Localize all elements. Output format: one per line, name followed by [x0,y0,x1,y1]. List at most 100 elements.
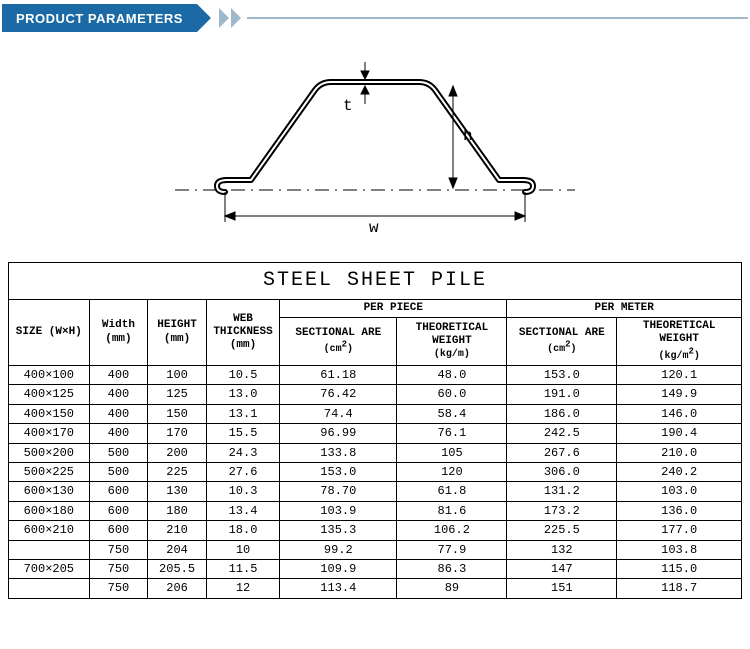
cell-sp: 103.9 [280,501,397,520]
cell-t: 27.6 [206,463,279,482]
table-row: 600×18060018013.4103.981.6173.2136.0 [9,501,742,520]
cell-size: 500×200 [9,443,90,462]
cell-sm: 173.2 [507,501,617,520]
cell-h: 205.5 [148,559,207,578]
cell-t: 10.5 [206,366,279,385]
cell-wm: 120.1 [617,366,742,385]
cell-wm: 146.0 [617,404,742,423]
cell-w: 400 [89,424,148,443]
table-row: 75020612113.489151118.7 [9,579,742,598]
col-width: Width (mm) [89,300,148,366]
banner-line [247,17,748,19]
cell-t: 13.1 [206,404,279,423]
cell-wm: 118.7 [617,579,742,598]
cell-wp: 120 [397,463,507,482]
cell-w: 400 [89,366,148,385]
cell-wm: 240.2 [617,463,742,482]
col-size: SIZE (W×H) [9,300,90,366]
col-weight-piece: THEORETICAL WEIGHT(kg/m) [397,318,507,366]
cell-t: 18.0 [206,521,279,540]
cell-t: 11.5 [206,559,279,578]
cell-sp: 61.18 [280,366,397,385]
table-row: 400×15040015013.174.458.4186.0146.0 [9,404,742,423]
cell-t: 10.3 [206,482,279,501]
cell-wp: 76.1 [397,424,507,443]
cell-h: 125 [148,385,207,404]
sheet-pile-table: STEEL SHEET PILE SIZE (W×H) Width (mm) H… [8,262,742,599]
table-row: 7502041099.277.9132103.8 [9,540,742,559]
cell-sp: 74.4 [280,404,397,423]
cell-t: 13.4 [206,501,279,520]
cell-sp: 76.42 [280,385,397,404]
cell-t: 12 [206,579,279,598]
cell-wp: 60.0 [397,385,507,404]
table-row: 600×21060021018.0135.3106.2225.5177.0 [9,521,742,540]
cell-wm: 190.4 [617,424,742,443]
cell-w: 500 [89,463,148,482]
cell-wp: 81.6 [397,501,507,520]
cell-sm: 131.2 [507,482,617,501]
cell-wm: 103.0 [617,482,742,501]
cell-w: 400 [89,385,148,404]
cell-wp: 77.9 [397,540,507,559]
table-section: STEEL SHEET PILE SIZE (W×H) Width (mm) H… [0,254,750,611]
cell-size: 400×125 [9,385,90,404]
cell-h: 100 [148,366,207,385]
cell-w: 750 [89,540,148,559]
label-t: t [343,97,353,115]
cell-wp: 86.3 [397,559,507,578]
table-row: 400×17040017015.596.9976.1242.5190.4 [9,424,742,443]
diagram-area: t h w [0,34,750,254]
cell-wm: 210.0 [617,443,742,462]
cell-w: 600 [89,521,148,540]
cell-sm: 267.6 [507,443,617,462]
cell-sm: 153.0 [507,366,617,385]
cell-wm: 115.0 [617,559,742,578]
cell-size: 500×225 [9,463,90,482]
cell-t: 13.0 [206,385,279,404]
cell-wp: 106.2 [397,521,507,540]
table-row: 600×13060013010.378.7061.8131.2103.0 [9,482,742,501]
cell-wm: 136.0 [617,501,742,520]
cell-sm: 186.0 [507,404,617,423]
table-row: 500×20050020024.3133.8105267.6210.0 [9,443,742,462]
cell-wp: 105 [397,443,507,462]
cell-wp: 89 [397,579,507,598]
cell-t: 15.5 [206,424,279,443]
cell-sp: 96.99 [280,424,397,443]
cell-wm: 103.8 [617,540,742,559]
cross-section-diagram: t h w [165,52,585,242]
cell-w: 600 [89,501,148,520]
col-group-meter: PER METER [507,300,742,318]
cell-sm: 191.0 [507,385,617,404]
cell-h: 130 [148,482,207,501]
table-row: 400×12540012513.076.4260.0191.0149.9 [9,385,742,404]
cell-sp: 153.0 [280,463,397,482]
col-sect-meter: SECTIONAL ARE(cm2) [507,318,617,366]
cell-sp: 113.4 [280,579,397,598]
cell-h: 180 [148,501,207,520]
cell-h: 204 [148,540,207,559]
cell-sp: 109.9 [280,559,397,578]
col-group-piece: PER PIECE [280,300,507,318]
cell-size: 600×180 [9,501,90,520]
cell-sp: 135.3 [280,521,397,540]
chevron-icon [231,8,241,28]
cell-sm: 306.0 [507,463,617,482]
cell-sm: 132 [507,540,617,559]
cell-w: 750 [89,559,148,578]
cell-wp: 48.0 [397,366,507,385]
cell-sm: 225.5 [507,521,617,540]
cell-size: 600×210 [9,521,90,540]
cell-wp: 61.8 [397,482,507,501]
banner-title: PRODUCT PARAMETERS [2,4,197,32]
cell-size: 400×170 [9,424,90,443]
cell-h: 200 [148,443,207,462]
col-sect-piece: SECTIONAL ARE(cm2) [280,318,397,366]
banner-chevrons [219,4,241,32]
cell-w: 500 [89,443,148,462]
table-row: 500×22550022527.6153.0120306.0240.2 [9,463,742,482]
label-w: w [369,219,379,237]
cell-size: 400×100 [9,366,90,385]
cell-sm: 151 [507,579,617,598]
